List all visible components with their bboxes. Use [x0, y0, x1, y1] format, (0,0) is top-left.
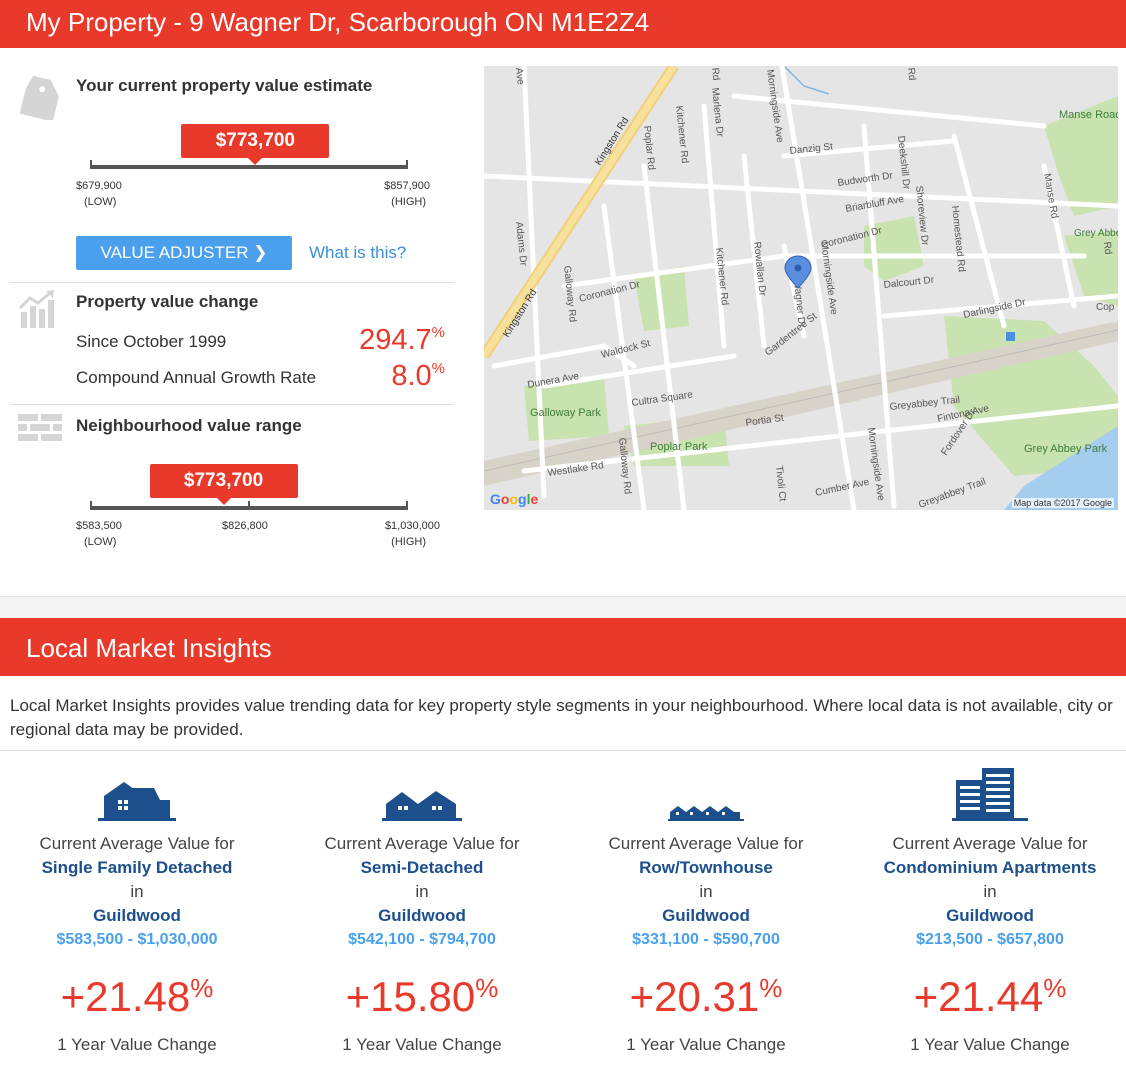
market-card-detached: Current Average Value for Single Family … — [0, 764, 277, 1057]
map-label: Adams Dr — [513, 221, 529, 267]
price-tag-icon — [19, 75, 59, 120]
map-label: Rd — [709, 67, 721, 81]
map-credit: Map data ©2017 Google — [1011, 498, 1114, 508]
map-label: Manse Rd — [1041, 173, 1060, 220]
change-title: Property value change — [76, 292, 259, 311]
map-label: Danzig St — [789, 141, 833, 156]
townhouse-icon — [668, 806, 744, 821]
map-label: Morningside Ave — [865, 427, 886, 502]
value-range: $583,500 - $1,030,000 — [56, 931, 218, 948]
map-label: Cop — [1096, 302, 1115, 313]
map-label: Poplar Park — [650, 441, 708, 453]
map-label: Ave — [513, 67, 526, 86]
divider — [0, 750, 1126, 751]
value-adjuster-button[interactable]: VALUE ADJUSTER ❯ — [76, 236, 292, 270]
cagr-label: Compound Annual Growth Rate — [76, 368, 317, 387]
estimate-title: Your current property value estimate — [76, 76, 373, 95]
brick-wall-icon — [18, 414, 62, 441]
neighbourhood-scale — [90, 501, 408, 510]
estimate-scale — [90, 160, 408, 169]
neighbourhood-low: $583,500 (LOW) — [76, 520, 122, 548]
map-label: Cumber Ave — [814, 477, 870, 499]
what-is-this-link[interactable]: What is this? — [309, 243, 407, 262]
condo-building-icon — [952, 768, 1028, 821]
map-label: Greyabbey Trail — [917, 476, 987, 510]
map-label: Tivoli Ct — [773, 465, 788, 502]
neighbourhood-title: Neighbourhood value range — [76, 416, 302, 435]
estimate-low: $679,900 (LOW) — [76, 180, 122, 208]
map-label: Wagner Dr — [791, 279, 807, 329]
property-type[interactable]: Row/Townhouse — [639, 858, 773, 877]
property-type[interactable]: Condominium Apartments — [883, 858, 1097, 877]
cagr-value: 8.0% — [391, 360, 445, 392]
map-label: Grey Abbey Park — [1024, 443, 1108, 455]
map-label: Galloway Park — [530, 407, 601, 419]
map-label: Greyabbey Trail — [889, 395, 960, 413]
value-range: $542,100 - $794,700 — [348, 931, 496, 948]
since-label: Since October 1999 — [76, 332, 227, 351]
map-label: Gardentree St — [763, 311, 819, 358]
map-label: Poplar Rd — [641, 125, 657, 170]
neighbourhood-high: $1,030,000 (HIGH) — [384, 520, 440, 548]
divider — [10, 282, 454, 283]
property-type[interactable]: Single Family Detached — [41, 858, 233, 877]
neighbourhood-value-bubble: $773,700 — [149, 464, 298, 505]
map-label: Rd — [1101, 241, 1113, 255]
market-title: Local Market Insights — [26, 633, 272, 663]
map-label: Portia St — [745, 413, 785, 429]
since-value: 294.7% — [359, 324, 445, 356]
year-change-pct: +21.44% — [913, 973, 1067, 1020]
map-label: Grey Abbey Ravine — [1074, 228, 1118, 239]
year-change-pct: +15.80% — [345, 973, 499, 1020]
header-banner: My Property - 9 Wagner Dr, Scarborough O… — [0, 0, 1126, 48]
area-name[interactable]: Guildwood — [662, 906, 750, 925]
map-label: Cultra Square — [631, 389, 694, 409]
map-label: Kitchener Rd — [713, 247, 730, 306]
google-logo: Google — [490, 491, 539, 507]
property-map[interactable]: Kingston Rd Kingston Rd Morningside Ave … — [484, 66, 1118, 510]
area-name[interactable]: Guildwood — [378, 906, 466, 925]
semi-detached-house-icon — [382, 791, 462, 821]
market-banner: Local Market Insights — [0, 618, 1126, 676]
map-label: Dalcourt Dr — [883, 275, 935, 291]
neighbourhood-mid: $826,800 — [222, 520, 268, 532]
map-label: Marlena Dr — [709, 87, 725, 138]
page-title: My Property - 9 Wagner Dr, Scarborough O… — [26, 7, 650, 37]
year-change-pct: +21.48% — [60, 973, 214, 1020]
estimate-value-bubble: $773,700 — [181, 124, 330, 165]
market-intro: Local Market Insights provides value tre… — [10, 696, 1113, 739]
area-name[interactable]: Guildwood — [946, 906, 1034, 925]
market-card-semi: Current Average Value for Semi-Detached … — [282, 764, 562, 1057]
section-separator — [0, 596, 1126, 618]
growth-chart-icon — [18, 290, 54, 328]
map-label: Homestead Rd — [949, 205, 967, 272]
value-range: $213,500 - $657,800 — [916, 931, 1064, 948]
divider — [10, 404, 454, 405]
map-label: Manse Road Park — [1059, 109, 1118, 121]
market-card-condo: Current Average Value for Condominium Ap… — [850, 764, 1126, 1057]
detached-house-icon — [98, 782, 176, 821]
location-pin-icon[interactable] — [784, 255, 812, 289]
year-change-pct: +20.31% — [629, 973, 783, 1020]
map-label: Kitchener Rd — [673, 105, 690, 164]
map-label: Galloway Rd — [561, 265, 578, 323]
value-range: $331,100 - $590,700 — [632, 931, 780, 948]
estimate-high: $857,900 (HIGH) — [384, 180, 430, 208]
property-type[interactable]: Semi-Detached — [360, 858, 484, 877]
area-name[interactable]: Guildwood — [93, 906, 181, 925]
map-label: Rd — [905, 67, 917, 81]
market-card-townhouse: Current Average Value for Row/Townhouse … — [566, 764, 846, 1057]
